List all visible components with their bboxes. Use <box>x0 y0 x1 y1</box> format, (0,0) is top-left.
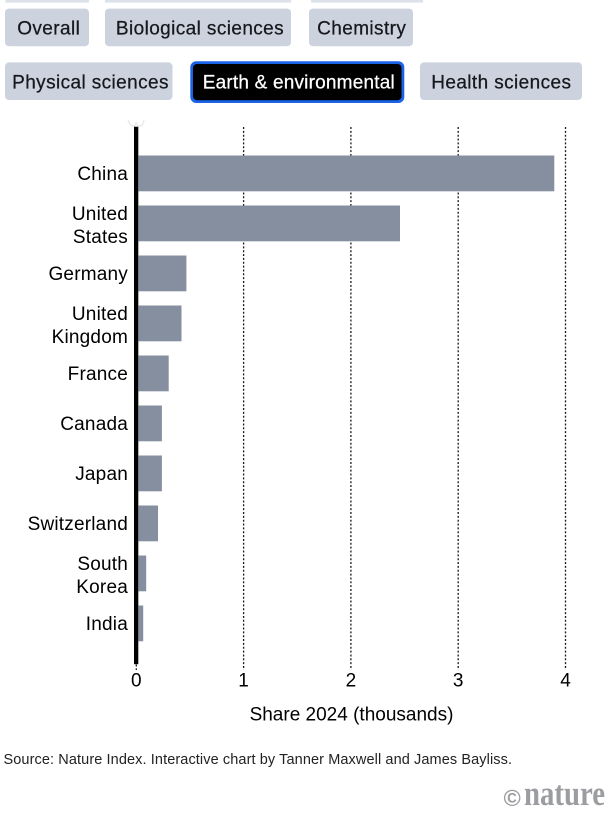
svg-text:0: 0 <box>131 671 142 692</box>
svg-text:Japan: Japan <box>75 464 128 485</box>
svg-text:Germany: Germany <box>48 264 128 285</box>
svg-text:Share 2024 (thousands): Share 2024 (thousands) <box>250 705 454 726</box>
svg-text:South: South <box>77 554 128 575</box>
svg-text:©: © <box>504 785 521 811</box>
svg-text:Physical sciences: Physical sciences <box>12 72 169 93</box>
svg-text:Kingdom: Kingdom <box>52 327 128 348</box>
svg-text:2: 2 <box>346 671 357 692</box>
svg-text:China: China <box>77 164 128 185</box>
svg-text:Switzerland: Switzerland <box>28 514 128 535</box>
svg-text:United: United <box>72 204 128 225</box>
svg-text:States: States <box>73 227 128 248</box>
svg-text:India: India <box>86 614 128 635</box>
svg-text:Source: Nature Index. Interact: Source: Nature Index. Interactive chart … <box>4 752 513 768</box>
svg-text:Canada: Canada <box>60 414 128 435</box>
svg-text:Chemistry: Chemistry <box>317 19 406 40</box>
svg-text:1: 1 <box>238 671 249 692</box>
svg-text:3: 3 <box>453 671 464 692</box>
svg-text:nature: nature <box>524 774 605 813</box>
svg-text:Korea: Korea <box>76 577 128 598</box>
svg-text:Health sciences: Health sciences <box>431 72 571 93</box>
svg-text:Overall: Overall <box>17 19 80 40</box>
svg-text:4: 4 <box>560 671 571 692</box>
svg-text:France: France <box>68 364 128 385</box>
svg-text:Biological sciences: Biological sciences <box>116 19 284 40</box>
svg-text:Earth & environmental: Earth & environmental <box>203 72 395 93</box>
svg-text:United: United <box>72 304 128 325</box>
